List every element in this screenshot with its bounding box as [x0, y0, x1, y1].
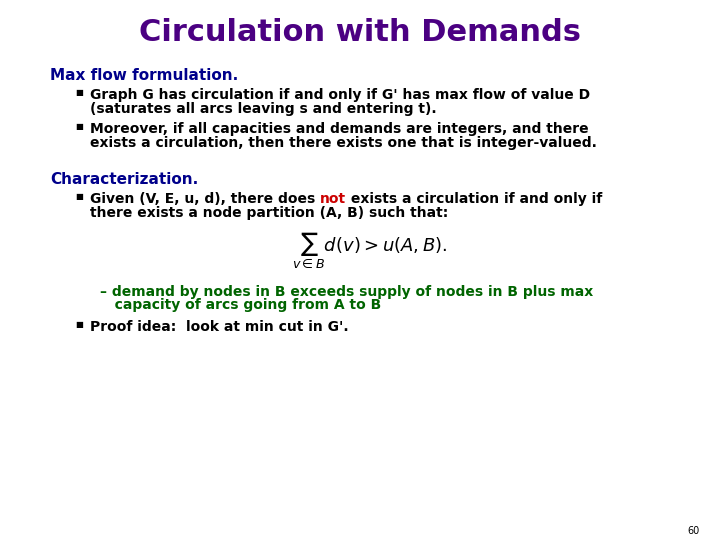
- Text: exists a circulation if and only if: exists a circulation if and only if: [346, 192, 603, 206]
- Text: ■: ■: [76, 320, 84, 329]
- Text: ■: ■: [76, 88, 84, 97]
- Text: Characterization.: Characterization.: [50, 172, 199, 187]
- Text: Proof idea:  look at min cut in G'.: Proof idea: look at min cut in G'.: [90, 320, 348, 334]
- Text: Circulation with Demands: Circulation with Demands: [139, 18, 581, 47]
- Text: Moreover, if all capacities and demands are integers, and there: Moreover, if all capacities and demands …: [90, 122, 589, 136]
- Text: – demand by nodes in B exceeds supply of nodes in B plus max: – demand by nodes in B exceeds supply of…: [100, 285, 593, 299]
- Text: ■: ■: [76, 192, 84, 201]
- Text: capacity of arcs going from A to B: capacity of arcs going from A to B: [100, 298, 382, 312]
- Text: Max flow formulation.: Max flow formulation.: [50, 68, 238, 83]
- Text: Given (V, E, u, d), there does: Given (V, E, u, d), there does: [90, 192, 320, 206]
- Text: not: not: [320, 192, 346, 206]
- Text: ■: ■: [76, 122, 84, 131]
- Text: there exists a node partition (A, B) such that:: there exists a node partition (A, B) suc…: [90, 206, 449, 220]
- Text: $\sum_{v \in B} d(v) > u(A, B).$: $\sum_{v \in B} d(v) > u(A, B).$: [292, 230, 448, 270]
- Text: Graph G has circulation if and only if G' has max flow of value D: Graph G has circulation if and only if G…: [90, 88, 590, 102]
- Text: exists a circulation, then there exists one that is integer-valued.: exists a circulation, then there exists …: [90, 136, 597, 150]
- Text: 60: 60: [688, 526, 700, 536]
- Text: (saturates all arcs leaving s and entering t).: (saturates all arcs leaving s and enteri…: [90, 102, 436, 116]
